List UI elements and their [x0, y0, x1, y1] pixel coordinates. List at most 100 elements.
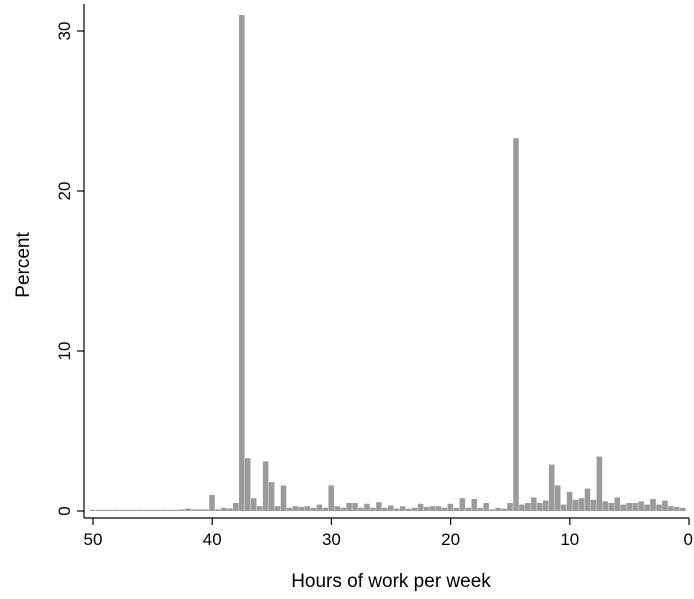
histogram-bar: [602, 501, 609, 511]
x-tick-label: 20: [441, 530, 460, 549]
histogram-bar: [513, 138, 519, 511]
histogram-bar: [244, 458, 251, 511]
histogram-bar: [417, 503, 424, 511]
histogram-bar: [405, 508, 412, 511]
histogram-bar: [680, 507, 686, 511]
histogram-bar: [620, 504, 627, 511]
histogram-bar: [411, 507, 418, 511]
histogram-bar: [113, 509, 120, 511]
histogram-bar: [203, 509, 209, 511]
histogram-bar: [531, 497, 537, 511]
histogram-bar: [441, 507, 448, 511]
histogram-bar: [95, 509, 102, 511]
y-axis-title: Percent: [13, 232, 34, 298]
histogram-bar: [578, 498, 585, 511]
histogram-bar: [298, 507, 305, 511]
histogram-bar: [638, 501, 644, 511]
histogram-bar: [179, 509, 185, 511]
histogram-bar: [459, 498, 466, 511]
histogram-bar: [286, 507, 293, 511]
histogram-bar: [632, 503, 638, 511]
histogram-bar: [149, 509, 156, 511]
histogram-bar: [656, 504, 662, 511]
x-tick-label: 50: [84, 530, 103, 549]
histogram-bar: [352, 503, 358, 511]
histogram-bar: [542, 500, 549, 511]
histogram-bar: [668, 506, 674, 511]
histogram-bar: [626, 503, 632, 511]
histogram-bar: [173, 509, 180, 511]
histogram-bar: [358, 507, 364, 511]
histogram-bar: [388, 505, 394, 511]
histogram-bar: [554, 485, 561, 511]
histogram-bar: [239, 15, 245, 511]
histogram-bar: [209, 495, 215, 511]
histogram-bar: [119, 509, 126, 511]
histogram-bar: [197, 509, 203, 511]
histogram-bar: [596, 456, 603, 511]
x-axis-ticks: 50 40 30 20 10 0: [84, 518, 693, 549]
histogram-bar: [125, 509, 132, 511]
histogram-bar: [227, 508, 233, 511]
histogram-bar: [483, 503, 489, 511]
y-tick-label: 30: [55, 22, 74, 41]
histogram-bar: [477, 507, 483, 511]
histogram-bar: [507, 503, 513, 511]
histogram-bar: [137, 509, 144, 511]
histogram-bar: [268, 482, 275, 511]
histogram-bar: [131, 509, 138, 511]
histogram-bar: [346, 503, 352, 511]
histogram-bar: [560, 504, 567, 511]
histogram-bar: [584, 488, 591, 511]
histogram-bar: [393, 508, 400, 511]
y-tick-label: 0: [55, 506, 74, 515]
histogram-bar: [90, 509, 96, 511]
histogram-bar: [614, 497, 621, 511]
histogram-bar: [316, 504, 323, 511]
histogram-bar: [548, 464, 555, 511]
histogram-bar: [292, 506, 299, 511]
histogram-bar: [322, 507, 329, 511]
histogram-bar: [280, 485, 287, 511]
x-tick-label: 0: [684, 530, 693, 549]
histogram-bar: [525, 503, 531, 511]
x-tick-label: 40: [203, 530, 222, 549]
histogram-bar: [250, 498, 257, 511]
histogram-bar: [167, 509, 174, 511]
histogram-bar: [537, 503, 543, 511]
histogram-bar: [447, 503, 454, 511]
histogram-bar: [191, 509, 197, 511]
histogram-bar: [233, 503, 239, 511]
histogram-bar: [435, 506, 442, 511]
histogram-bar: [674, 507, 680, 511]
histogram-bar: [465, 507, 472, 511]
histogram-bar: [590, 499, 597, 511]
y-tick-label: 10: [55, 342, 74, 361]
histogram-bar: [662, 500, 668, 511]
histogram-bar: [340, 507, 346, 511]
histogram-bar: [334, 506, 340, 511]
histogram-bar: [489, 509, 495, 511]
histogram-bar: [423, 507, 430, 511]
histogram-bar: [608, 503, 615, 511]
histogram-bar: [161, 509, 168, 511]
histogram-bar: [310, 507, 317, 511]
histogram-bar: [650, 499, 656, 511]
y-axis-ticks: 0 10 20 30: [55, 22, 84, 516]
histogram-bar: [495, 507, 501, 511]
histogram-bar: [399, 506, 406, 511]
x-tick-label: 10: [560, 530, 579, 549]
histogram-bar: [256, 506, 263, 511]
histogram-bar: [328, 485, 334, 511]
histogram-bar: [101, 509, 108, 511]
x-axis-title: Hours of work per week: [291, 571, 491, 592]
x-tick-label: 30: [322, 530, 341, 549]
histogram-bar: [304, 506, 311, 511]
histogram-bar: [262, 461, 269, 511]
histogram-bar: [376, 502, 382, 511]
histogram-bar: [644, 504, 650, 511]
histogram-bar: [471, 499, 478, 511]
histogram-bar: [501, 508, 507, 511]
histogram-bar: [155, 509, 162, 511]
